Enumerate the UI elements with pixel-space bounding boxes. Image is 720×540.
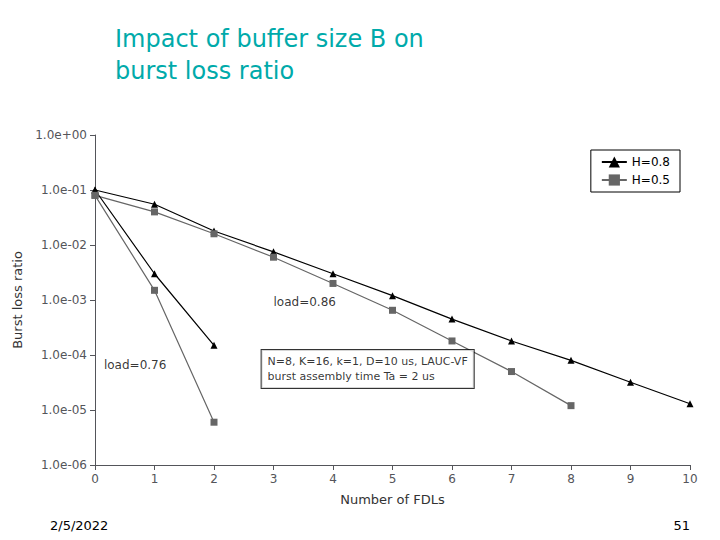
- svg-text:7: 7: [508, 472, 516, 486]
- svg-text:Impact of buffer size B on: Impact of buffer size B on: [115, 25, 424, 53]
- svg-text:2: 2: [210, 472, 218, 486]
- svg-text:51: 51: [673, 518, 690, 533]
- svg-text:burst loss ratio: burst loss ratio: [115, 57, 294, 85]
- svg-text:1.0e-04: 1.0e-04: [41, 348, 87, 362]
- svg-text:4: 4: [329, 472, 337, 486]
- svg-text:6: 6: [448, 472, 456, 486]
- svg-text:1.0e-02: 1.0e-02: [41, 238, 87, 252]
- svg-text:1.0e-01: 1.0e-01: [41, 183, 87, 197]
- svg-text:10: 10: [682, 472, 697, 486]
- svg-text:5: 5: [389, 472, 397, 486]
- svg-text:burst assembly time Ta = 2 us: burst assembly time Ta = 2 us: [268, 370, 435, 383]
- svg-text:1: 1: [151, 472, 159, 486]
- svg-text:Burst loss ratio: Burst loss ratio: [10, 251, 25, 349]
- svg-text:0: 0: [91, 472, 99, 486]
- svg-text:Number of FDLs: Number of FDLs: [340, 492, 445, 507]
- svg-text:1.0e-05: 1.0e-05: [41, 403, 87, 417]
- svg-text:N=8, K=16, k=1, D=10 us, LAUC-: N=8, K=16, k=1, D=10 us, LAUC-VF: [268, 355, 468, 368]
- svg-text:9: 9: [627, 472, 635, 486]
- svg-text:1.0e+00: 1.0e+00: [35, 128, 87, 142]
- svg-text:H=0.8: H=0.8: [632, 155, 670, 169]
- svg-text:1.0e-06: 1.0e-06: [41, 458, 87, 472]
- svg-text:8: 8: [567, 472, 575, 486]
- svg-text:load=0.86: load=0.86: [274, 295, 336, 309]
- svg-text:load=0.76: load=0.76: [104, 358, 166, 372]
- svg-text:H=0.5: H=0.5: [632, 173, 670, 187]
- svg-text:3: 3: [270, 472, 278, 486]
- svg-text:2/5/2022: 2/5/2022: [50, 518, 108, 533]
- svg-text:1.0e-03: 1.0e-03: [41, 293, 87, 307]
